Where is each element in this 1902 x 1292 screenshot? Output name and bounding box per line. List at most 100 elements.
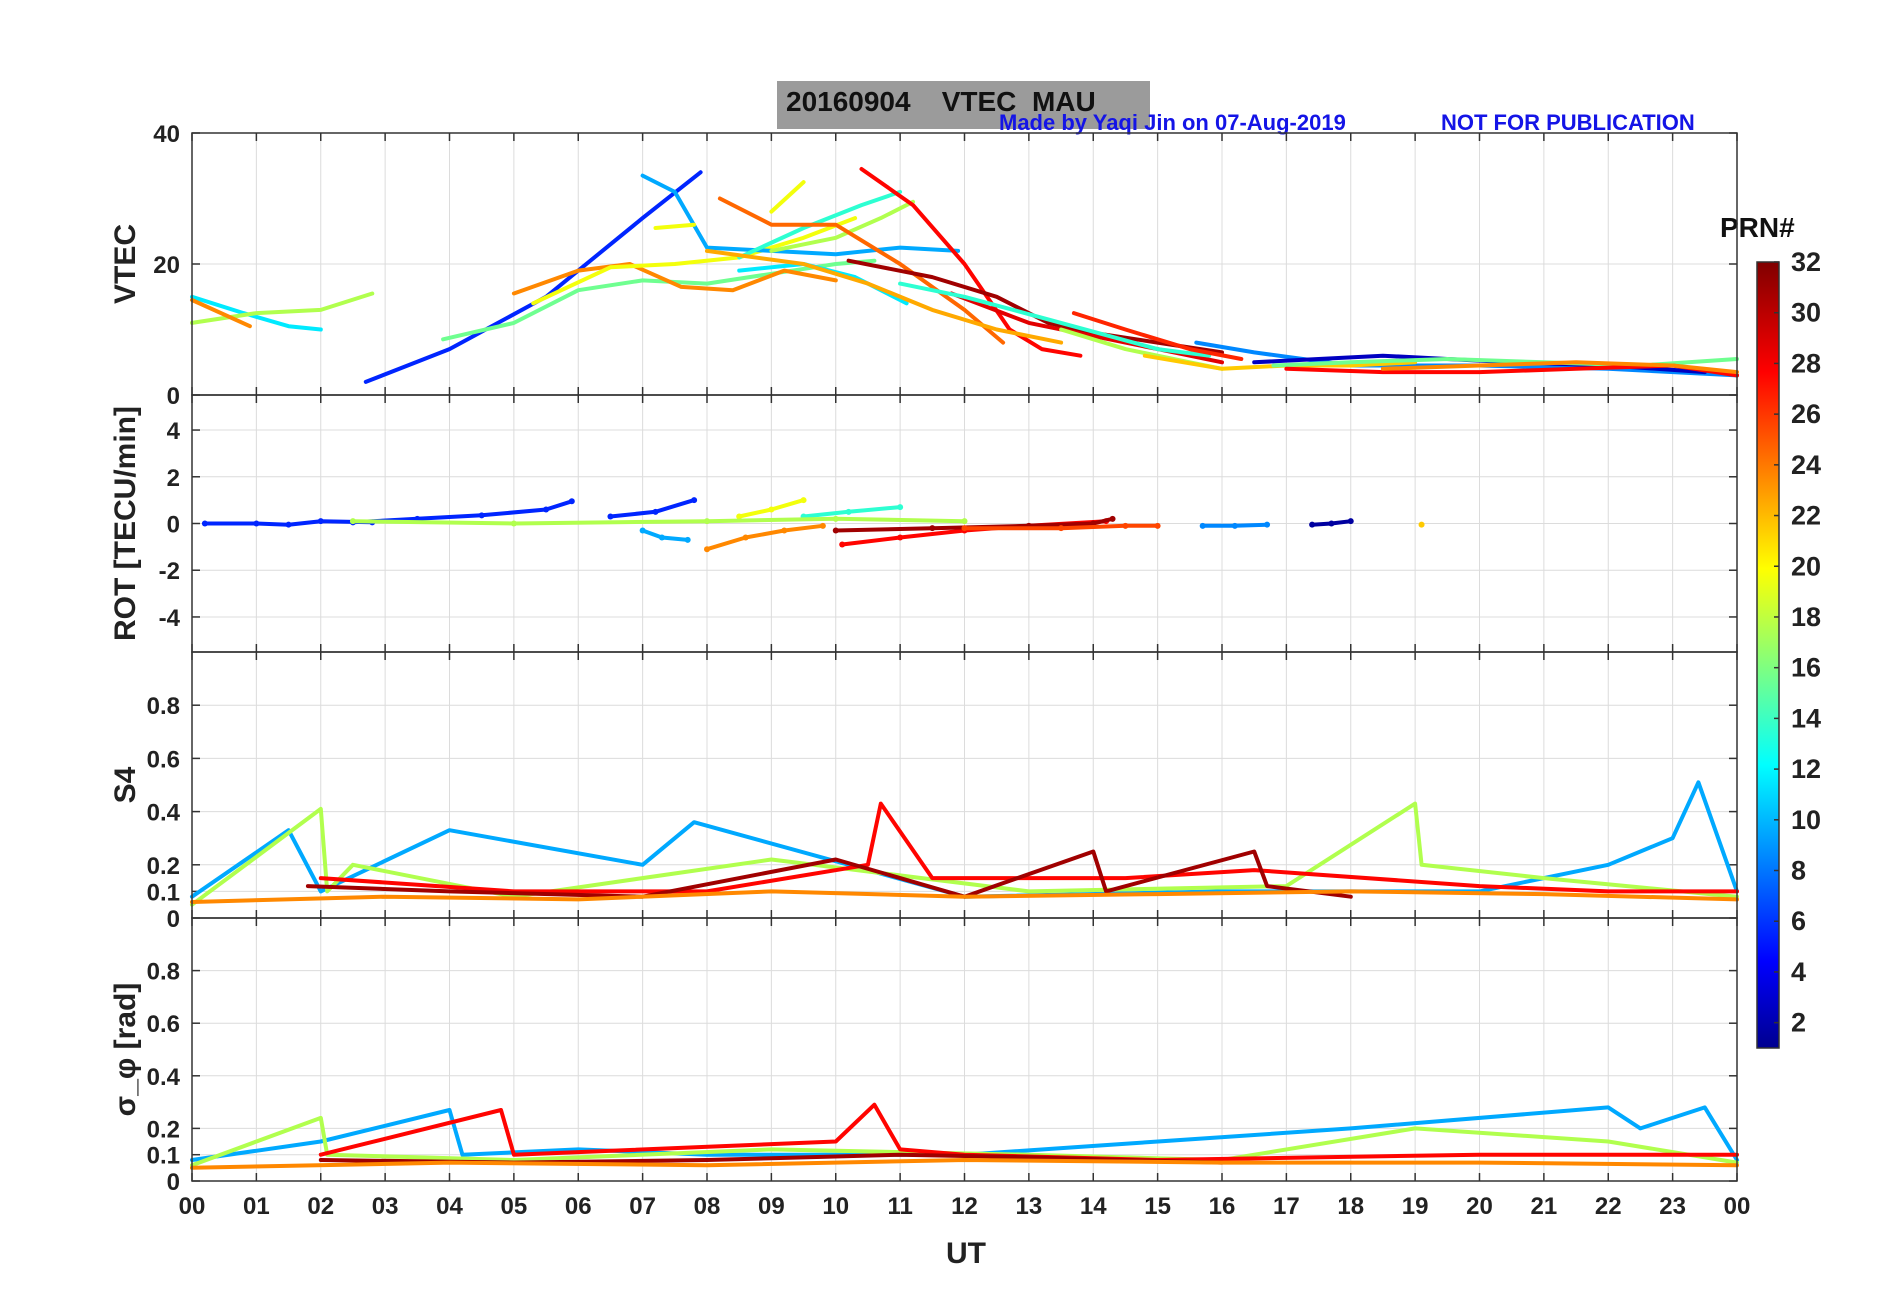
rot-point bbox=[691, 497, 698, 504]
rot-point bbox=[1154, 522, 1161, 529]
colorbar-tick-label: 16 bbox=[1791, 653, 1821, 683]
rot-point bbox=[652, 508, 659, 515]
sigma_phi-series-prn-28 bbox=[318, 1102, 1739, 1162]
y-tick-label: 0.6 bbox=[147, 746, 180, 773]
colorbar-tick-label: 22 bbox=[1791, 501, 1821, 531]
sigma_phi-series-prn-24 bbox=[190, 1158, 1739, 1170]
vtec-series-prn-23 bbox=[705, 248, 1064, 345]
rot-point bbox=[1347, 518, 1354, 525]
rot-series-prn-10 bbox=[640, 528, 690, 542]
colorbar-tick-label: 4 bbox=[1791, 957, 1806, 987]
rot-point bbox=[845, 508, 852, 515]
y-tick-label: 0.8 bbox=[147, 959, 180, 986]
panel-rot: -4 -2 0 2 4 ROT [TECU/min] bbox=[109, 394, 1738, 653]
colorbar-tick-label: 12 bbox=[1791, 754, 1821, 784]
x-tick-label: 00 bbox=[1724, 1193, 1751, 1220]
vtec-series-prn-24 bbox=[190, 298, 252, 329]
vtec-series-prn-14 bbox=[737, 189, 903, 260]
y-tick-label: 0 bbox=[167, 1169, 180, 1196]
y-tick-label: 0.2 bbox=[147, 853, 180, 880]
x-tick-label: 02 bbox=[307, 1193, 334, 1220]
credit-text: Made by Yaqi Jin on 07-Aug-2019 bbox=[999, 110, 1346, 135]
x-tick-label: 12 bbox=[951, 1193, 978, 1220]
rot-point bbox=[832, 515, 839, 522]
panel-s4: 00.10.2 0.4 0.6 0.8 S4 bbox=[109, 651, 1739, 933]
colorbar-label: PRN# bbox=[1720, 212, 1795, 243]
rot-point bbox=[1418, 521, 1425, 528]
x-tick-label: 07 bbox=[629, 1193, 656, 1220]
colorbar-tick-label: 8 bbox=[1791, 856, 1806, 886]
rot-point bbox=[201, 520, 208, 527]
colorbar-gradient bbox=[1756, 261, 1780, 1049]
rot-point bbox=[819, 522, 826, 529]
rot-point bbox=[607, 513, 614, 520]
x-tick-label: 03 bbox=[372, 1193, 399, 1220]
x-tick-label: 09 bbox=[758, 1193, 785, 1220]
rot-point bbox=[543, 506, 550, 513]
rot-series-prn-6 bbox=[350, 499, 574, 525]
title-date: 20160904 bbox=[786, 86, 911, 117]
colorbar-tick-label: 18 bbox=[1791, 602, 1821, 632]
vtec-series-prn-24 bbox=[1380, 360, 1739, 375]
s4-series-prn-28 bbox=[318, 801, 1739, 894]
vtec-series-prn-24 bbox=[511, 262, 838, 296]
rot-point bbox=[285, 521, 292, 528]
colorbar-tick-label: 28 bbox=[1791, 348, 1821, 378]
not-for-publication-text: NOT FOR PUBLICATION bbox=[1441, 110, 1695, 135]
x-tick-label: 15 bbox=[1144, 1193, 1171, 1220]
x-axis-label: UT bbox=[946, 1237, 986, 1270]
x-tick-label: 00 bbox=[179, 1193, 206, 1220]
vtec-series-prn-18 bbox=[190, 291, 375, 325]
x-tick-label: 19 bbox=[1402, 1193, 1429, 1220]
colorbar-tick-label: 2 bbox=[1791, 1008, 1806, 1038]
x-tick-label: 08 bbox=[694, 1193, 721, 1220]
sigma_phi-series-prn-18 bbox=[190, 1115, 1739, 1168]
rot-series-prn-24 bbox=[705, 523, 825, 552]
y-tick-label: 0.4 bbox=[147, 800, 181, 827]
colorbar-tick-label: 14 bbox=[1791, 703, 1821, 733]
rot-point bbox=[800, 497, 807, 504]
rot-series-prn-14 bbox=[801, 505, 903, 519]
y-tick-label: 0.2 bbox=[147, 1116, 180, 1143]
x-tick-label: 10 bbox=[822, 1193, 849, 1220]
rot-point bbox=[768, 506, 775, 513]
x-tick-label: 17 bbox=[1273, 1193, 1300, 1220]
vtec-series-prn-27 bbox=[1071, 311, 1244, 361]
figure-title: 20160904 VTEC MAU bbox=[786, 86, 1096, 118]
vtec-series-prn-12 bbox=[190, 294, 323, 332]
panel-vtec: 0 20 40 VTEC bbox=[109, 121, 1739, 410]
y-tick-label: -4 bbox=[159, 605, 181, 632]
vtec-series-prn-20 bbox=[531, 216, 858, 306]
s4-series-prn-24 bbox=[190, 889, 1739, 904]
y-tick-label: 0.6 bbox=[147, 1011, 180, 1038]
colorbar-tick-label: 32 bbox=[1791, 247, 1821, 277]
panel-sigma_phi: 00.10.2 0.4 0.6 0.8σ_φ [rad] bbox=[109, 917, 1739, 1196]
y-tick-label: 20 bbox=[153, 252, 180, 279]
rot-point bbox=[253, 520, 260, 527]
rot-point bbox=[1328, 520, 1335, 527]
panel-frame bbox=[191, 917, 1738, 1182]
y-tick-label: -2 bbox=[159, 558, 180, 585]
x-tick-label: 13 bbox=[1016, 1193, 1043, 1220]
y-tick-label: 0 bbox=[167, 383, 180, 410]
rot-point bbox=[929, 525, 936, 532]
title-box bbox=[777, 81, 1150, 129]
rot-point bbox=[704, 518, 710, 525]
rot-point bbox=[684, 536, 691, 543]
rot-point bbox=[961, 518, 968, 525]
x-tick-label: 21 bbox=[1531, 1193, 1558, 1220]
rot-point bbox=[897, 534, 904, 541]
colorbar-tick-label: 20 bbox=[1791, 551, 1821, 581]
x-tick-label: 23 bbox=[1659, 1193, 1686, 1220]
y-tick-label: 0 bbox=[167, 512, 180, 539]
vtec-series-prn-28 bbox=[859, 167, 1083, 358]
x-tick-label: 05 bbox=[501, 1193, 528, 1220]
y-axis-label: ROT [TECU/min] bbox=[109, 406, 142, 641]
rot-point bbox=[736, 513, 743, 520]
rot-point bbox=[781, 527, 788, 534]
colorbar-tick-label: 10 bbox=[1791, 805, 1821, 835]
colorbar-tick-label: 26 bbox=[1791, 399, 1821, 429]
rot-point bbox=[639, 527, 646, 534]
x-tick-label: 01 bbox=[243, 1193, 270, 1220]
